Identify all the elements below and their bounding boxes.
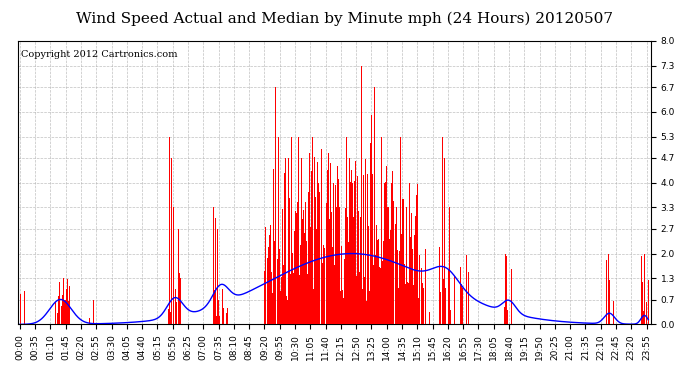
Text: Copyright 2012 Cartronics.com: Copyright 2012 Cartronics.com bbox=[21, 50, 177, 58]
Text: Wind Speed Actual and Median by Minute mph (24 Hours) 20120507: Wind Speed Actual and Median by Minute m… bbox=[77, 11, 613, 26]
